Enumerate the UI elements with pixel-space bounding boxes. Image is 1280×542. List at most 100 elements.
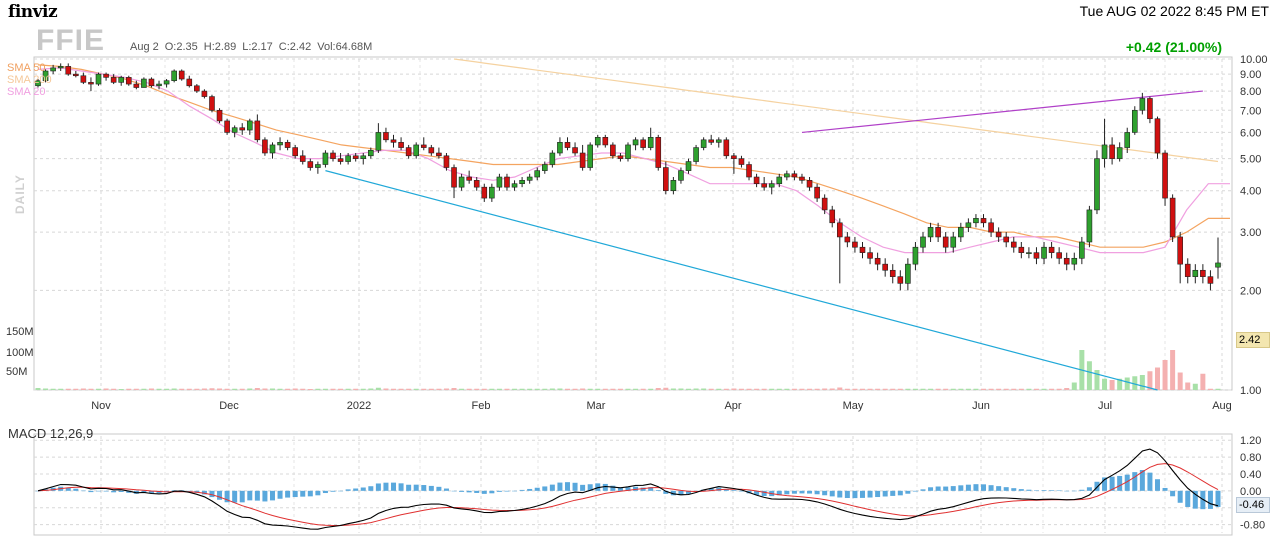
volume-bar bbox=[88, 388, 94, 390]
volume-bar bbox=[905, 388, 911, 390]
macd-histogram-bar bbox=[1018, 489, 1024, 491]
macd-histogram-bar bbox=[852, 490, 858, 499]
candle bbox=[1184, 258, 1191, 284]
candle-body bbox=[1162, 152, 1168, 199]
candle-body bbox=[897, 276, 904, 284]
macd-histogram-bar bbox=[890, 490, 896, 496]
candle bbox=[299, 150, 306, 165]
volume-bar bbox=[148, 388, 154, 390]
close-value: C:2.42 bbox=[278, 41, 312, 53]
macd-histogram-bar bbox=[338, 490, 344, 492]
candle bbox=[315, 161, 321, 174]
candle bbox=[88, 77, 94, 92]
candle bbox=[564, 137, 571, 151]
volume-bar bbox=[996, 388, 1002, 390]
price-tick-label: 6.00 bbox=[1240, 127, 1261, 139]
candle-body bbox=[746, 164, 752, 178]
candle bbox=[958, 222, 964, 242]
volume-bar bbox=[852, 388, 858, 390]
macd-histogram-bar bbox=[920, 489, 926, 491]
candle-body bbox=[738, 158, 745, 165]
macd-histogram-bar bbox=[315, 490, 321, 496]
candle-body bbox=[156, 83, 162, 87]
candle-body bbox=[216, 109, 223, 122]
candle bbox=[284, 139, 291, 151]
candle-body bbox=[753, 176, 760, 185]
candle-body bbox=[927, 227, 934, 238]
macd-histogram-bar bbox=[459, 490, 465, 492]
volume-bar bbox=[958, 388, 964, 390]
candle bbox=[905, 258, 911, 291]
volume-bar bbox=[595, 388, 601, 390]
macd-histogram-bar bbox=[723, 488, 729, 491]
macd-histogram-bar bbox=[686, 490, 692, 495]
volume-bar bbox=[1094, 370, 1100, 390]
candle bbox=[1094, 150, 1100, 215]
macd-histogram-bar bbox=[905, 490, 911, 494]
macd-histogram-bar bbox=[776, 490, 782, 496]
macd-histogram-bar bbox=[300, 490, 306, 497]
volume-bar bbox=[746, 388, 752, 390]
candle bbox=[277, 137, 283, 151]
macd-histogram-bar bbox=[118, 490, 124, 492]
macd-histogram-bar bbox=[451, 490, 457, 492]
macd-histogram-bar bbox=[708, 488, 714, 491]
volume-bar bbox=[1154, 367, 1160, 390]
candle-body bbox=[882, 263, 888, 271]
volume-bar bbox=[519, 388, 525, 390]
candle bbox=[973, 214, 979, 228]
candle-body bbox=[995, 231, 1002, 238]
candle-body bbox=[700, 139, 707, 148]
volume-bar bbox=[474, 388, 480, 390]
volume-bar bbox=[988, 388, 994, 390]
volume-bar bbox=[981, 388, 987, 390]
lower-trendline bbox=[325, 170, 1158, 391]
macd-histogram-bar bbox=[648, 487, 654, 491]
macd-histogram-bar bbox=[512, 490, 518, 492]
candle-body bbox=[761, 183, 767, 188]
volume-bar bbox=[1041, 388, 1047, 390]
candle-body bbox=[541, 164, 548, 171]
candle bbox=[163, 79, 170, 88]
candle bbox=[413, 142, 420, 159]
x-tick-label: Jun bbox=[972, 400, 990, 412]
macd-histogram-bar bbox=[1215, 490, 1221, 507]
volume-bar bbox=[633, 388, 639, 390]
candle bbox=[269, 142, 276, 159]
candle bbox=[1116, 142, 1123, 162]
macd-histogram-bar bbox=[1207, 490, 1213, 509]
macd-histogram-bar bbox=[330, 490, 336, 492]
price-tick-label: 3.00 bbox=[1240, 227, 1261, 239]
candle-body bbox=[163, 80, 170, 85]
candle-body bbox=[1094, 158, 1100, 211]
candle-body bbox=[42, 70, 49, 81]
volume-bar bbox=[1086, 361, 1092, 390]
macd-histogram-bar bbox=[761, 490, 767, 497]
candle bbox=[156, 80, 162, 90]
volume-bar bbox=[451, 388, 457, 390]
volume-bar bbox=[345, 388, 351, 390]
candle-body bbox=[587, 144, 593, 168]
macd-tick-label: 0.00 bbox=[1240, 486, 1261, 498]
candle-body bbox=[867, 252, 873, 259]
candle-body bbox=[572, 147, 578, 154]
macd-histogram-bar bbox=[655, 490, 661, 491]
volume-bar bbox=[761, 388, 767, 390]
macd-histogram-bar bbox=[1139, 470, 1145, 491]
macd-histogram-bar bbox=[950, 486, 956, 491]
macd-histogram-bar bbox=[1033, 490, 1039, 491]
macd-histogram-bar bbox=[496, 490, 502, 492]
price-change: +0.42 (21.00%) bbox=[1125, 39, 1222, 55]
volume-bar bbox=[920, 388, 926, 390]
candle bbox=[118, 75, 125, 86]
macd-histogram-bar bbox=[217, 490, 223, 500]
candle-body bbox=[337, 158, 344, 162]
candle-body bbox=[141, 78, 147, 88]
price-tick-label: 1.00 bbox=[1240, 385, 1261, 397]
macd-histogram-bar bbox=[103, 490, 109, 492]
finviz-logo[interactable]: finviz bbox=[8, 2, 58, 22]
volume-bar bbox=[421, 388, 427, 390]
candle bbox=[836, 218, 843, 284]
candle-body bbox=[73, 73, 79, 77]
candle bbox=[489, 183, 495, 202]
